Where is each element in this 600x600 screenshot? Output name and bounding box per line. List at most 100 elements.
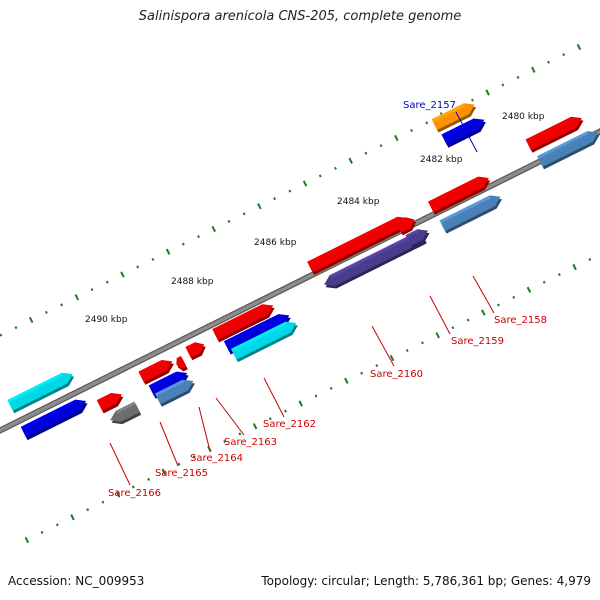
minor-tick xyxy=(421,341,424,345)
minor-tick xyxy=(44,310,48,314)
gene-feature-red[interactable] xyxy=(307,216,410,276)
gene-labels: Sare_2157 Sare_2158 Sare_2159 Sare_2160 Sare… xyxy=(108,100,547,499)
gene-feature-blue[interactable] xyxy=(441,118,486,148)
genome-summary-text: Topology: circular; Length: 5,786,361 bp… xyxy=(261,574,591,588)
gene-label[interactable]: Sare_2164 xyxy=(190,453,243,464)
minor-tick xyxy=(557,273,561,277)
leader-line xyxy=(455,111,478,153)
accession-text: Accession: NC_009953 xyxy=(8,574,145,588)
leader-line xyxy=(263,377,285,418)
gene-label[interactable]: Sare_2158 xyxy=(494,315,547,326)
gene-feature-slate[interactable] xyxy=(405,229,430,249)
gene-feature-red[interactable] xyxy=(428,176,491,215)
major-tick xyxy=(115,491,121,498)
gene-feature-gray[interactable] xyxy=(110,401,142,425)
major-tick xyxy=(298,400,303,407)
major-tick xyxy=(348,157,353,164)
minor-tick xyxy=(562,53,566,57)
minor-tick xyxy=(470,98,474,102)
major-tick xyxy=(531,66,536,73)
minor-tick xyxy=(238,432,242,436)
gene-feature-steelblue[interactable] xyxy=(537,131,600,170)
gene-label[interactable]: Sare_2157 xyxy=(403,100,456,111)
minor-tick xyxy=(379,144,383,148)
gene-feature-red[interactable] xyxy=(138,359,174,385)
minor-tick xyxy=(136,265,140,269)
minor-tick xyxy=(466,318,470,322)
gene-feature-red[interactable] xyxy=(176,355,188,372)
minor-tick xyxy=(288,189,292,193)
gene-label[interactable]: Sare_2160 xyxy=(370,369,423,380)
major-tick xyxy=(257,203,262,210)
minor-tick xyxy=(516,75,520,79)
major-tick xyxy=(485,89,490,96)
gene-feature-slate[interactable] xyxy=(324,230,427,289)
leader-line xyxy=(198,406,211,452)
scale-label-3: 2486 kbp xyxy=(254,238,297,248)
gene-feature-orange[interactable] xyxy=(431,103,477,133)
gene-feature-blue[interactable] xyxy=(20,399,88,441)
scale-label-4: 2488 kbp xyxy=(171,277,214,287)
minor-tick xyxy=(90,288,94,292)
minor-tick xyxy=(223,439,227,443)
gene-label[interactable]: Sare_2166 xyxy=(108,488,161,499)
major-tick xyxy=(28,316,34,324)
scale-label-0: 2480 kbp xyxy=(502,112,545,122)
minor-tick xyxy=(40,530,44,534)
leader-line xyxy=(159,421,179,467)
major-tick xyxy=(161,468,167,475)
gene-feature-steelblue[interactable] xyxy=(439,195,502,234)
minor-tick xyxy=(101,500,105,504)
gene-feature-red[interactable] xyxy=(185,342,206,361)
minor-tick xyxy=(197,235,200,239)
gene-feature-cyan[interactable] xyxy=(231,321,298,363)
gene-feature-steelblue[interactable] xyxy=(154,379,195,407)
minor-tick xyxy=(131,485,135,489)
minor-tick xyxy=(273,197,277,201)
outer-dotted-ring xyxy=(0,43,582,337)
major-tick xyxy=(165,248,171,255)
minor-tick xyxy=(375,364,379,368)
gene-feature-cyan[interactable] xyxy=(7,372,75,414)
minor-tick xyxy=(151,257,155,261)
minor-tick xyxy=(405,348,409,352)
minor-tick xyxy=(451,326,455,330)
backbone-line xyxy=(0,129,600,433)
gene-feature-red[interactable] xyxy=(212,304,275,343)
leader-line xyxy=(215,397,245,436)
major-tick xyxy=(389,354,395,362)
minor-tick xyxy=(364,151,368,155)
minor-tick xyxy=(177,462,181,466)
minor-tick xyxy=(181,242,185,246)
minor-tick xyxy=(501,83,505,87)
gene-features xyxy=(7,103,600,441)
minor-tick xyxy=(268,417,272,421)
gene-label[interactable]: Sare_2165 xyxy=(155,468,208,479)
minor-tick xyxy=(497,303,500,307)
minor-tick xyxy=(542,280,546,284)
major-tick xyxy=(344,377,349,384)
gene-feature-red[interactable] xyxy=(525,116,584,153)
minor-tick xyxy=(192,455,196,459)
major-tick xyxy=(302,180,308,187)
major-tick xyxy=(435,332,440,339)
scale-label-1: 2482 kbp xyxy=(420,155,463,165)
gene-label[interactable]: Sare_2162 xyxy=(263,419,316,430)
major-tick xyxy=(576,43,582,51)
leader-line xyxy=(429,295,451,335)
genome-backbone xyxy=(0,128,600,434)
major-tick xyxy=(24,536,30,544)
minor-tick xyxy=(0,333,3,337)
minor-tick xyxy=(105,280,109,284)
minor-tick xyxy=(284,409,287,413)
label-leader-lines xyxy=(109,111,495,486)
gene-feature-red[interactable] xyxy=(96,392,124,414)
major-tick xyxy=(252,423,258,430)
major-tick xyxy=(120,271,125,278)
gene-feature-red[interactable] xyxy=(395,217,417,236)
gene-label[interactable]: Sare_2159 xyxy=(451,336,504,347)
minor-tick xyxy=(425,121,429,125)
gene-label[interactable]: Sare_2163 xyxy=(224,437,277,448)
minor-tick xyxy=(334,166,337,170)
